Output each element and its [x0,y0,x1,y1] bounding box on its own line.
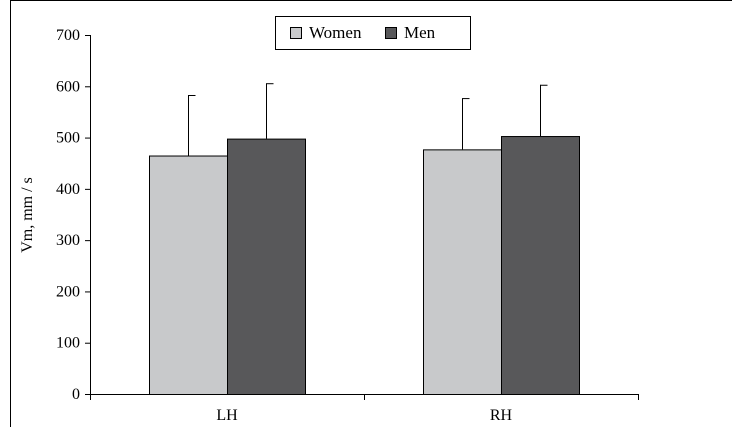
y-tick-label: 0 [72,386,80,403]
x-tick-label-rh: RH [490,407,513,424]
bar-men-rh [502,137,580,395]
legend-swatch-men [386,28,397,39]
legend-box [276,17,471,50]
y-tick-label: 300 [56,232,80,249]
y-axis-label: Vm, mm / s [19,177,36,253]
legend: Women Men [276,17,471,50]
bar-women-lh [150,156,228,394]
bar-women-rh [424,150,502,395]
y-tick-labels: 0 100 200 300 400 500 600 700 [56,27,80,403]
y-tick-label: 200 [56,283,80,300]
x-tick-label-lh: LH [216,407,238,424]
y-tick-label: 400 [56,181,80,198]
legend-swatch-women [291,28,302,39]
legend-label-men: Men [404,23,436,42]
y-tick-label: 600 [56,78,80,95]
y-tick-label: 500 [56,130,80,147]
legend-label-women: Women [309,23,362,42]
y-tick-label: 700 [56,27,80,44]
y-tick-label: 100 [56,335,80,352]
bar-men-lh [228,139,306,394]
x-tick-labels: LH RH [216,407,512,424]
bars [150,137,580,395]
